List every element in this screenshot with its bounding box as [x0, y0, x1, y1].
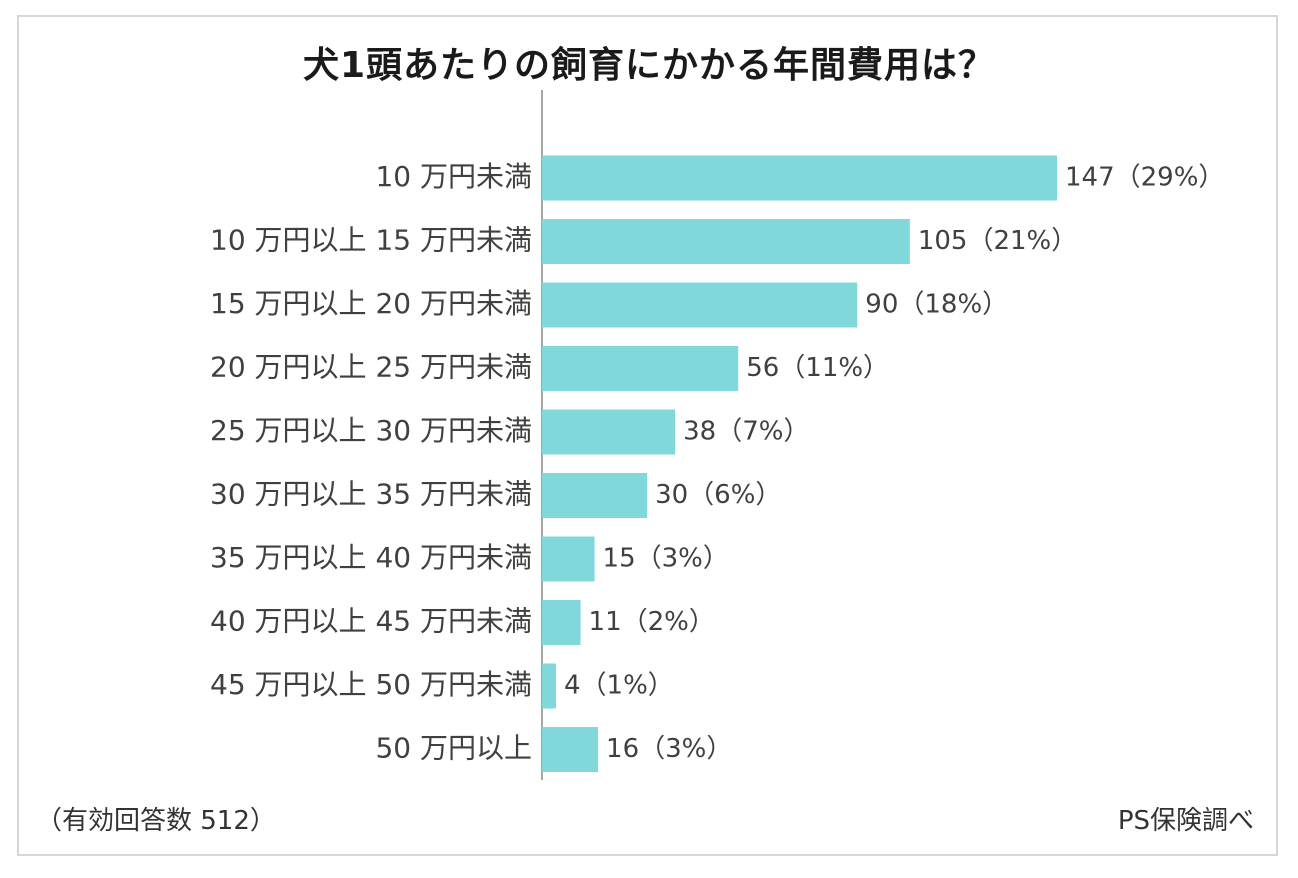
bar-6 [542, 536, 595, 582]
bar-7 [542, 600, 581, 645]
category-label-6: 35 万円以上 40 万円未満 [210, 541, 532, 574]
value-label-2: 90（18%） [865, 290, 1008, 320]
source-credit: PS保険調べ [1117, 806, 1254, 836]
value-label-3: 56（11%） [746, 353, 889, 383]
value-label-6: 15（3%） [603, 544, 729, 574]
value-label-4: 38（7%） [683, 417, 809, 447]
value-label-5: 30（6%） [655, 480, 781, 510]
category-label-5: 30 万円以上 35 万円未満 [210, 478, 532, 511]
category-label-0: 10 万円未満 [375, 160, 532, 193]
chart-title: 犬1頭あたりの飼育にかかる年間費用は？ [302, 45, 996, 86]
value-label-7: 11（2%） [589, 607, 715, 637]
category-label-1: 10 万円以上 15 万円未満 [210, 224, 532, 257]
bar-8 [542, 663, 557, 709]
category-label-7: 40 万円以上 45 万円未満 [210, 605, 532, 638]
category-label-2: 15 万円以上 20 万円未満 [210, 287, 532, 320]
value-label-8: 4（1%） [564, 671, 674, 701]
bar-3 [542, 346, 739, 391]
bar-0 [542, 155, 1057, 201]
category-label-9: 50 万円以上 [375, 732, 532, 765]
bar-2 [542, 282, 858, 328]
bar-4 [542, 409, 676, 455]
category-label-4: 25 万円以上 30 万円未満 [210, 414, 532, 447]
category-label-8: 45 万円以上 50 万円未満 [210, 668, 532, 701]
value-label-9: 16（3%） [606, 734, 732, 764]
response-count-note: （有効回答数 512） [36, 806, 276, 836]
category-label-3: 20 万円以上 25 万円未満 [210, 351, 532, 384]
bar-9 [542, 727, 599, 772]
bar-5 [542, 473, 648, 518]
value-label-0: 147（29%） [1065, 163, 1224, 193]
value-label-1: 105（21%） [918, 226, 1077, 256]
bar-1 [542, 219, 910, 264]
